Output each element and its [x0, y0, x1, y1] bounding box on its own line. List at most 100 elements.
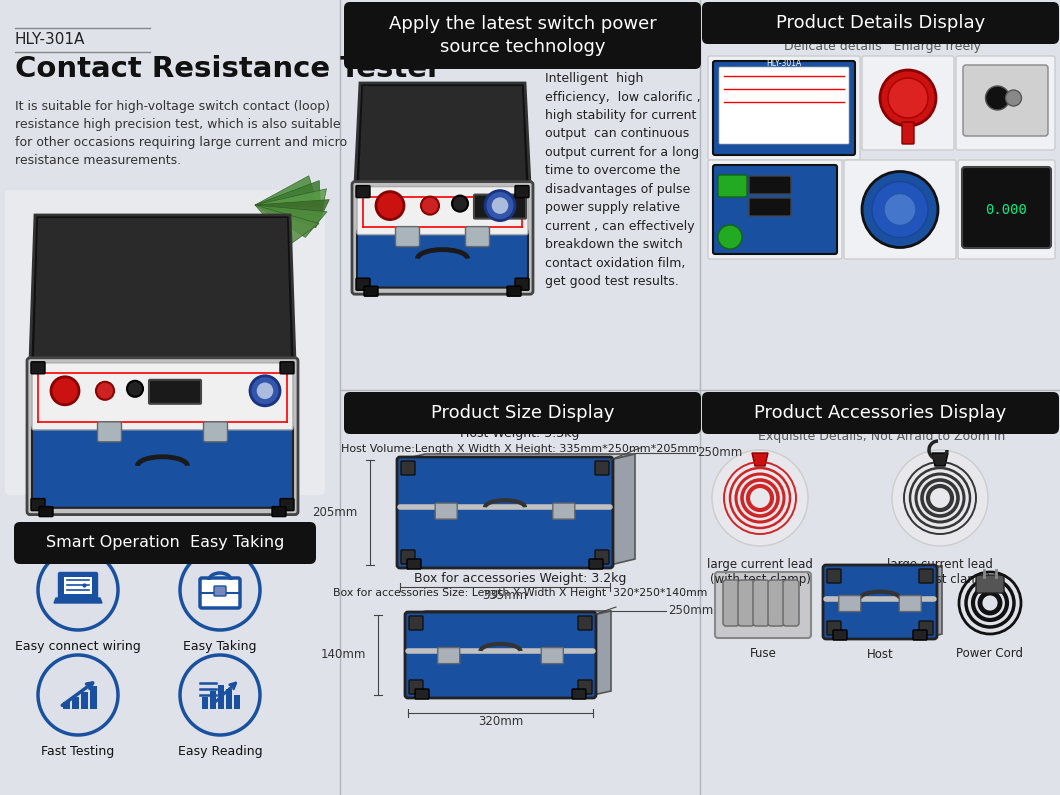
FancyBboxPatch shape — [31, 498, 45, 510]
Text: 250mm: 250mm — [668, 604, 713, 618]
FancyBboxPatch shape — [713, 165, 837, 254]
FancyBboxPatch shape — [200, 578, 240, 608]
FancyBboxPatch shape — [713, 61, 855, 155]
FancyBboxPatch shape — [507, 286, 522, 297]
Polygon shape — [30, 215, 295, 361]
FancyBboxPatch shape — [401, 550, 416, 564]
FancyBboxPatch shape — [409, 616, 423, 630]
Circle shape — [893, 450, 988, 546]
Text: 335mm: 335mm — [482, 589, 528, 602]
FancyBboxPatch shape — [862, 56, 954, 150]
Circle shape — [38, 655, 118, 735]
FancyBboxPatch shape — [783, 580, 799, 626]
FancyBboxPatch shape — [578, 616, 591, 630]
Circle shape — [718, 225, 742, 249]
Circle shape — [888, 78, 928, 118]
Circle shape — [180, 655, 260, 735]
FancyBboxPatch shape — [64, 577, 92, 594]
FancyBboxPatch shape — [401, 461, 416, 475]
FancyBboxPatch shape — [902, 122, 914, 144]
FancyBboxPatch shape — [595, 461, 610, 475]
Circle shape — [51, 377, 80, 405]
Circle shape — [712, 450, 808, 546]
FancyBboxPatch shape — [899, 595, 921, 611]
Polygon shape — [408, 611, 611, 615]
Text: Box for accessories Weight: 3.2kg: Box for accessories Weight: 3.2kg — [413, 572, 626, 585]
FancyBboxPatch shape — [827, 621, 841, 635]
FancyBboxPatch shape — [149, 380, 201, 404]
FancyBboxPatch shape — [976, 575, 1004, 593]
FancyBboxPatch shape — [515, 185, 529, 198]
FancyBboxPatch shape — [39, 506, 53, 517]
FancyBboxPatch shape — [958, 160, 1055, 259]
Text: Power Cord: Power Cord — [956, 647, 1024, 660]
Polygon shape — [234, 695, 240, 709]
FancyBboxPatch shape — [58, 572, 98, 599]
FancyBboxPatch shape — [436, 503, 457, 519]
Circle shape — [421, 196, 439, 215]
FancyBboxPatch shape — [405, 612, 596, 698]
FancyBboxPatch shape — [553, 503, 575, 519]
FancyBboxPatch shape — [398, 457, 613, 568]
FancyBboxPatch shape — [465, 227, 490, 246]
Text: Exquisite Details, Not Afraid to Zoom in: Exquisite Details, Not Afraid to Zoom in — [758, 430, 1006, 443]
FancyBboxPatch shape — [572, 689, 586, 699]
FancyBboxPatch shape — [5, 190, 325, 495]
FancyBboxPatch shape — [438, 648, 460, 664]
FancyBboxPatch shape — [204, 422, 228, 442]
Polygon shape — [72, 697, 79, 709]
FancyBboxPatch shape — [823, 565, 937, 639]
Circle shape — [884, 193, 916, 226]
FancyBboxPatch shape — [26, 358, 298, 514]
Text: Easy connect wiring: Easy connect wiring — [15, 640, 141, 653]
Circle shape — [180, 550, 260, 630]
Polygon shape — [610, 454, 635, 565]
FancyBboxPatch shape — [708, 160, 842, 259]
Polygon shape — [210, 691, 216, 709]
Text: Box for accessories Size: Length X Width X Height  320*250*140mm: Box for accessories Size: Length X Width… — [333, 588, 707, 598]
FancyBboxPatch shape — [515, 278, 529, 290]
Circle shape — [257, 382, 273, 400]
Text: Host Volume:Length X Width X Height: 335mm*250mm*205mm: Host Volume:Length X Width X Height: 335… — [341, 444, 699, 454]
FancyBboxPatch shape — [407, 559, 421, 569]
Text: 205mm: 205mm — [313, 506, 357, 519]
FancyBboxPatch shape — [962, 167, 1052, 248]
Circle shape — [96, 382, 114, 400]
Text: Contact Resistance Tester: Contact Resistance Tester — [15, 55, 441, 83]
Text: Easy Reading: Easy Reading — [178, 745, 262, 758]
FancyBboxPatch shape — [98, 422, 122, 442]
FancyBboxPatch shape — [32, 426, 293, 508]
Polygon shape — [359, 86, 526, 183]
Text: Fuse: Fuse — [749, 647, 776, 660]
Circle shape — [986, 86, 1009, 110]
Circle shape — [872, 181, 928, 238]
FancyBboxPatch shape — [395, 227, 420, 246]
FancyBboxPatch shape — [542, 648, 563, 664]
FancyBboxPatch shape — [913, 630, 928, 640]
Polygon shape — [355, 83, 530, 184]
FancyBboxPatch shape — [595, 550, 610, 564]
Polygon shape — [54, 598, 102, 603]
FancyBboxPatch shape — [344, 392, 701, 434]
Circle shape — [38, 550, 118, 630]
Text: It is suitable for high-voltage switch contact (loop)
resistance high precision : It is suitable for high-voltage switch c… — [15, 100, 347, 167]
Text: large current lead
(with test clamp): large current lead (with test clamp) — [887, 558, 993, 586]
FancyBboxPatch shape — [962, 65, 1048, 136]
Text: Delicate details   Enlarge freely: Delicate details Enlarge freely — [783, 40, 981, 53]
Text: Easy Taking: Easy Taking — [183, 640, 257, 653]
FancyBboxPatch shape — [31, 362, 45, 374]
Polygon shape — [255, 205, 328, 238]
Circle shape — [485, 191, 515, 220]
FancyBboxPatch shape — [14, 522, 316, 564]
FancyBboxPatch shape — [738, 580, 754, 626]
FancyBboxPatch shape — [578, 680, 591, 694]
FancyBboxPatch shape — [356, 185, 370, 198]
Circle shape — [862, 172, 938, 247]
Polygon shape — [34, 218, 292, 359]
FancyBboxPatch shape — [919, 621, 933, 635]
Text: 320mm: 320mm — [478, 715, 524, 728]
Polygon shape — [593, 611, 611, 695]
FancyBboxPatch shape — [364, 286, 378, 297]
Text: large current lead
(with test clamp): large current lead (with test clamp) — [707, 558, 813, 586]
Polygon shape — [255, 180, 320, 207]
